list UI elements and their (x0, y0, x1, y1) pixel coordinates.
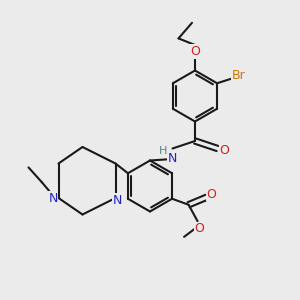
Text: O: O (206, 188, 216, 201)
Text: N: N (168, 152, 177, 166)
Text: O: O (219, 143, 229, 157)
Text: H: H (159, 146, 168, 156)
Text: N: N (48, 191, 58, 205)
Text: O: O (194, 222, 204, 235)
Text: N: N (112, 194, 122, 207)
Text: O: O (190, 45, 200, 58)
Text: Br: Br (232, 69, 246, 82)
